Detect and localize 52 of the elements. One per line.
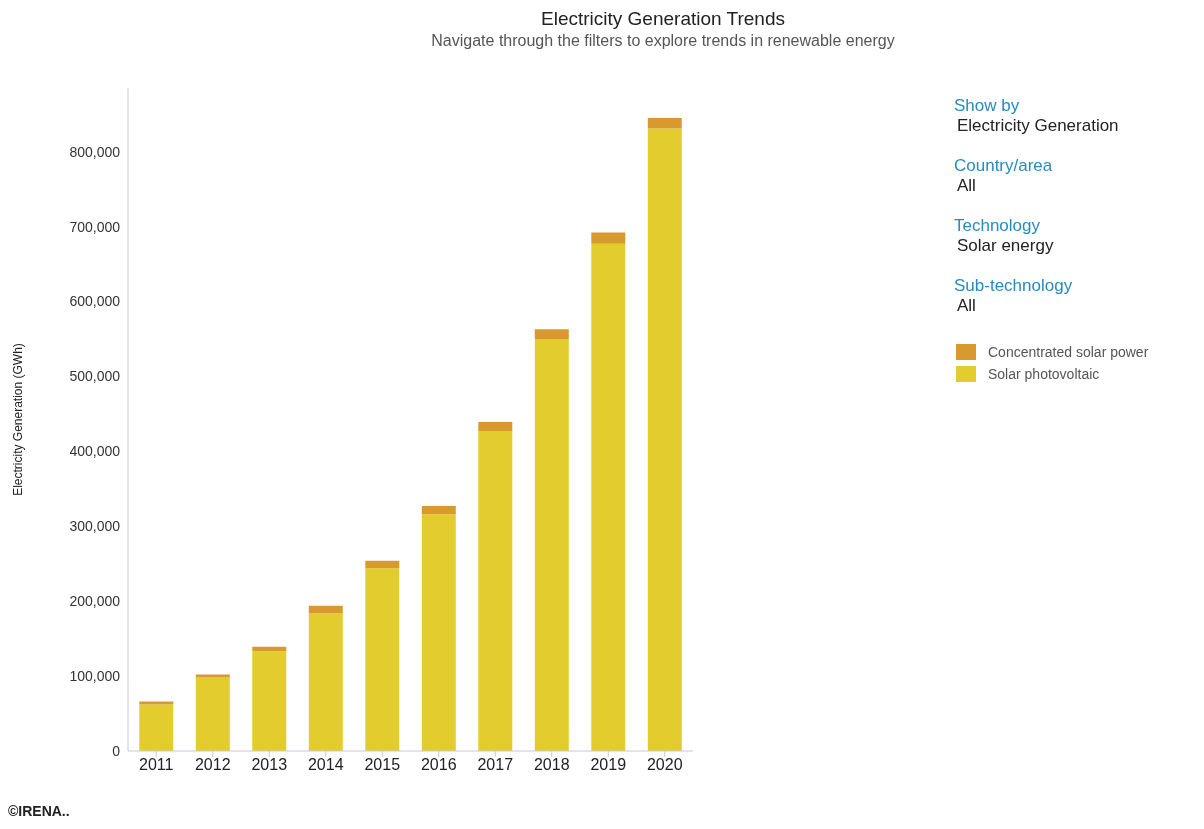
bar	[139, 701, 174, 705]
text: Electricity Generation	[957, 116, 1119, 136]
bar	[647, 128, 682, 751]
x-tick-label: 2017	[477, 756, 514, 774]
legend-label: Solar photovoltaic	[988, 366, 1100, 382]
bar	[478, 422, 513, 432]
bar	[195, 677, 230, 751]
bar	[421, 506, 456, 515]
bar	[478, 431, 513, 751]
bar	[365, 560, 400, 569]
x-tick-label: 2020	[646, 756, 683, 774]
y-tick-label: 800,000	[69, 143, 121, 160]
bar	[308, 613, 343, 751]
text: All	[957, 296, 977, 316]
x-tick-label: 2018	[533, 756, 570, 774]
bar	[591, 243, 626, 751]
y-tick-label: 200,000	[69, 593, 121, 610]
legend-label: Concentrated solar power	[988, 344, 1149, 360]
chart-subtitle: Navigate through the filters to explore trends in renewable energy	[430, 32, 896, 50]
bar	[591, 232, 626, 244]
text: Solar energy	[957, 236, 1055, 256]
y-axis-title: Electricity Generation (GWh)	[11, 343, 26, 496]
bar	[308, 605, 343, 614]
text: Show by	[954, 96, 1021, 116]
text: All	[957, 176, 977, 196]
bar	[139, 704, 174, 751]
bar	[534, 338, 569, 751]
x-tick-label: 2011	[139, 756, 174, 774]
y-tick-label: 500,000	[69, 368, 121, 385]
bar	[365, 568, 400, 751]
text: Country/area	[954, 156, 1054, 176]
bar	[252, 651, 287, 751]
bar	[195, 674, 230, 678]
y-tick-label: 600,000	[69, 293, 121, 310]
x-tick-label: 2014	[307, 756, 344, 774]
x-tick-label: 2016	[420, 756, 457, 774]
y-tick-label: 0	[112, 742, 121, 759]
y-tick-label: 100,000	[69, 668, 121, 685]
x-tick-label: 2013	[251, 756, 288, 774]
bar	[534, 329, 569, 339]
y-tick-label: 700,000	[69, 218, 121, 235]
bar	[647, 117, 682, 129]
x-tick-label: 2015	[364, 756, 401, 774]
text: Technology	[954, 216, 1041, 236]
chart-title: Electricity Generation Trends	[540, 8, 786, 30]
y-tick-label: 300,000	[69, 518, 121, 535]
text: Sub-technology	[954, 276, 1074, 296]
text: ©IRENA..	[8, 803, 70, 819]
x-tick-label: 2019	[590, 756, 627, 774]
bar	[421, 514, 456, 751]
y-tick-label: 400,000	[69, 443, 121, 460]
x-tick-label: 2012	[194, 756, 231, 774]
